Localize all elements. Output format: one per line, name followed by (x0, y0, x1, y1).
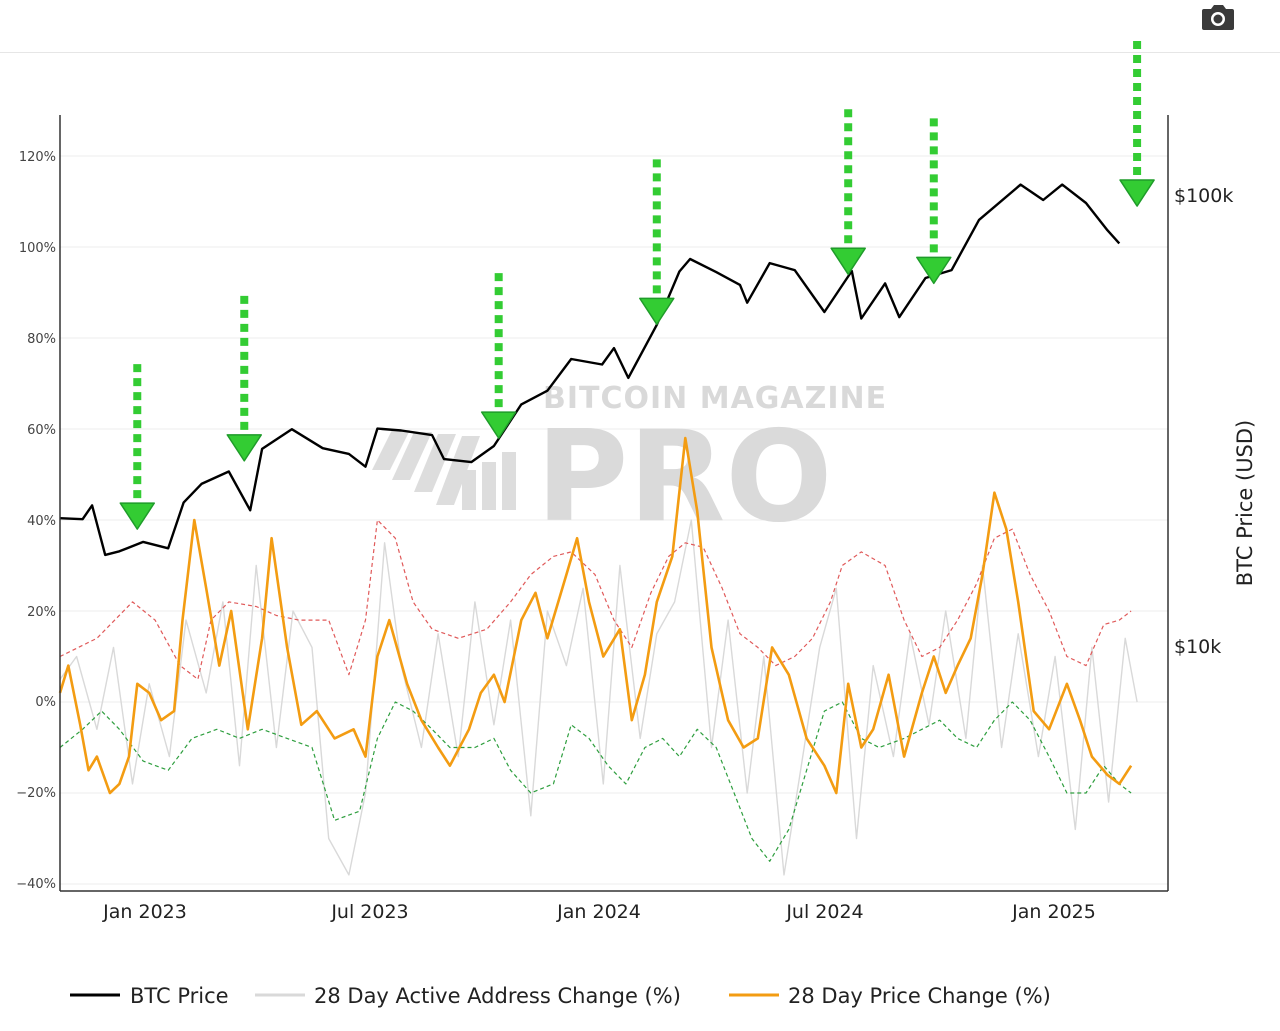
watermark-line1: BITCOIN MAGAZINE (543, 381, 887, 416)
watermark: BITCOIN MAGAZINE PRO (372, 381, 887, 550)
x-ticks: Jan 2023 Jul 2023 Jan 2024 Jul 2024 Jan … (102, 901, 1096, 923)
y-right-ticks: $100k $10k (1174, 185, 1233, 658)
y-left-tick: 20% (27, 605, 56, 620)
series-layer (58, 183, 1138, 876)
down-arrow-annotation (916, 118, 952, 285)
down-arrow-annotation (1119, 41, 1155, 207)
y-left-ticks: 120% 100% 80% 60% 40% 20% 0% −20% −40% (16, 150, 56, 892)
series-price-change (58, 436, 1133, 795)
legend: BTC Price 28 Day Active Address Change (… (70, 984, 1051, 1008)
watermark-logo-icon (372, 430, 516, 510)
down-arrow-annotation (639, 159, 675, 326)
y-right-tick: $10k (1174, 636, 1221, 658)
y-left-tick: −40% (16, 877, 56, 892)
y-left-tick: 60% (27, 423, 56, 438)
legend-label: 28 Day Active Address Change (%) (314, 984, 681, 1008)
y-right-tick: $100k (1174, 185, 1233, 207)
legend-label: 28 Day Price Change (%) (788, 984, 1051, 1008)
series-active-address-change (59, 519, 1138, 876)
x-tick: Jan 2025 (1011, 901, 1096, 923)
grid-lines (60, 155, 1168, 885)
watermark-line2: PRO (536, 403, 832, 550)
down-arrow-annotation (226, 295, 263, 462)
y-left-tick: 120% (19, 150, 56, 165)
legend-item-price-change[interactable]: 28 Day Price Change (%) (729, 984, 1051, 1008)
annotations (119, 41, 1155, 530)
top-toolbar (0, 0, 1280, 53)
y-left-tick: 80% (27, 332, 56, 347)
axis-frame (59, 115, 1169, 892)
x-tick: Jul 2024 (785, 901, 863, 923)
y-left-tick: 40% (27, 514, 56, 529)
y-left-tick: 100% (19, 241, 56, 256)
legend-item-btc-price[interactable]: BTC Price (70, 984, 229, 1008)
x-tick: Jan 2023 (102, 901, 187, 923)
y-right-axis-title: BTC Price (USD) (1233, 420, 1257, 587)
down-arrow-annotation (480, 273, 517, 439)
y-left-tick: 0% (35, 695, 56, 710)
legend-label: BTC Price (130, 984, 229, 1008)
series-btc-price (59, 183, 1121, 557)
y-left-tick: −20% (16, 786, 56, 801)
series-lower-band (59, 701, 1132, 862)
down-arrow-annotation (830, 109, 866, 276)
down-arrow-annotation (119, 364, 156, 530)
x-tick: Jan 2024 (556, 901, 641, 923)
series-upper-band (59, 519, 1132, 680)
legend-item-active-address[interactable]: 28 Day Active Address Change (%) (255, 984, 681, 1008)
x-tick: Jul 2023 (330, 901, 408, 923)
camera-icon[interactable] (1198, 0, 1238, 34)
